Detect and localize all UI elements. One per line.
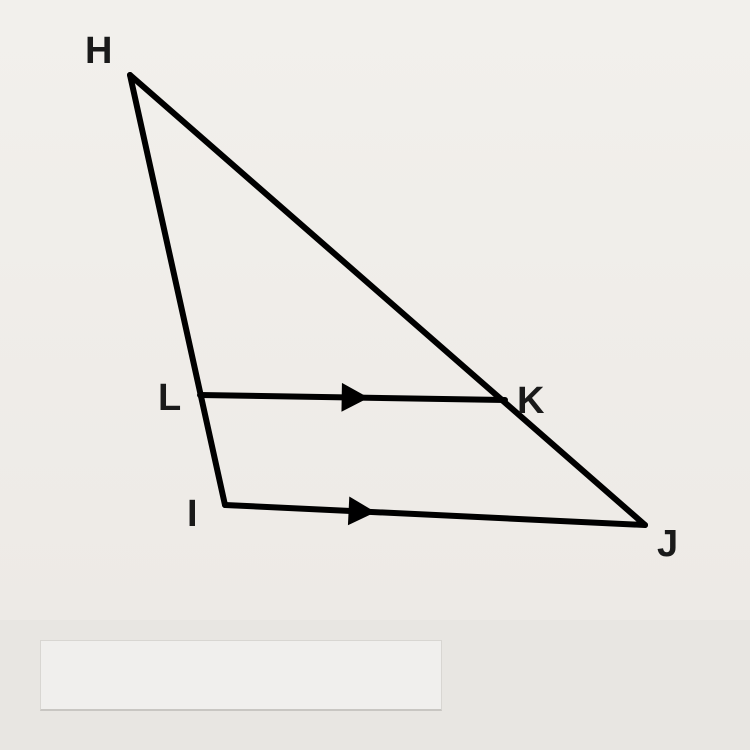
vertex-label-L: L — [158, 377, 181, 420]
figure-container: H I J L K — [0, 0, 750, 750]
answer-input-box[interactable] — [40, 640, 442, 711]
geometry-diagram — [0, 0, 750, 620]
vertex-label-J: J — [657, 523, 678, 566]
vertex-label-H: H — [85, 30, 112, 73]
vertex-label-I: I — [187, 493, 198, 536]
vertex-label-K: K — [517, 380, 544, 423]
